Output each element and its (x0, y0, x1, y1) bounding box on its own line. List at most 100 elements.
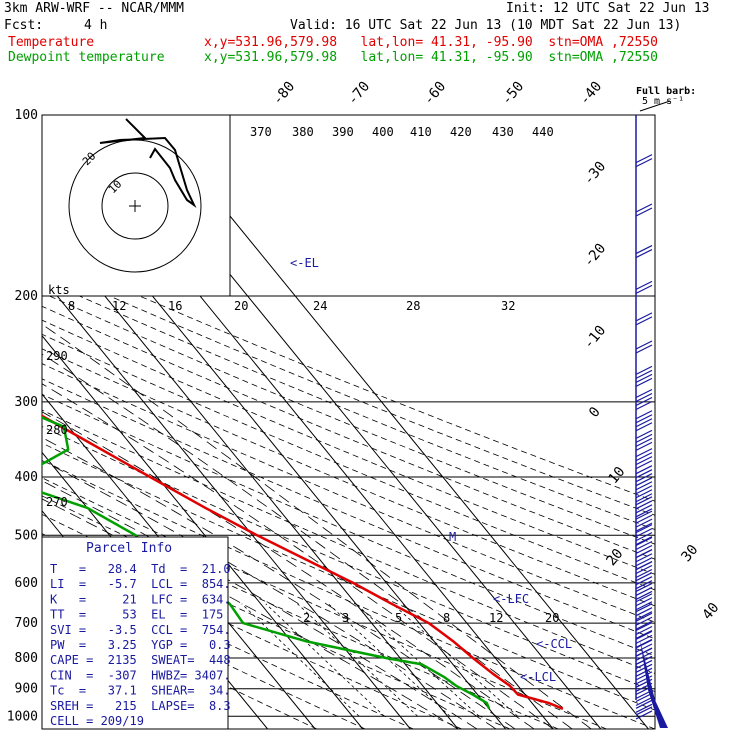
parcel-info-row: SVI = -3.5 CCL = 754. (50, 623, 231, 637)
mixing-ratio-line (265, 603, 385, 717)
parcel-info-row: CIN = -307 HWBZ= 3407. (50, 668, 231, 682)
model-title: 3km ARW-WRF -- NCAR/MMM (4, 1, 185, 16)
dry-adiabat-line (42, 292, 655, 545)
dry-adiabat-line (42, 265, 655, 516)
wind-barb (635, 586, 653, 596)
level-annotation: <-LFC (493, 592, 529, 606)
isotherm-line (42, 393, 316, 729)
parcel-info-panel (41, 536, 229, 730)
parcel-info-row: T = 28.4 Td = 21.0 (50, 562, 231, 576)
wind-barb (635, 493, 653, 503)
isotherm-label: -40 (577, 79, 606, 109)
wind-barb (635, 203, 653, 213)
mixing-ratio-label: 5 (395, 611, 402, 625)
moist-adiabat-line (42, 480, 478, 729)
pressure-tick-label: 1000 (7, 709, 38, 724)
wind-barb (635, 508, 653, 518)
parcel-info-row: TT = 53 EL = 175 (50, 608, 223, 622)
wind-barb (635, 473, 653, 483)
dewpoint-legend: Dewpoint temperature (8, 50, 165, 65)
wind-barb (635, 616, 653, 626)
hodograph-axis-tick: 24 (313, 299, 327, 313)
wind-barb (635, 630, 653, 640)
moist-adiabat-line (42, 459, 497, 729)
wind-barb (635, 540, 653, 551)
level-annotation: M (449, 530, 456, 544)
moist-adiabat-line (42, 353, 573, 729)
wind-barb (635, 696, 653, 707)
wind-legend-title: Full barb: (636, 86, 696, 97)
mixing-ratio-label: 12 (489, 611, 503, 625)
hodograph-axis-tick: 28 (406, 299, 420, 313)
wind-barb (635, 553, 653, 563)
dry-adiabat-line (42, 442, 655, 711)
wind-barb (635, 603, 653, 613)
theta-label: 370 (250, 125, 272, 139)
hodograph-trace (99, 118, 197, 209)
wind-barb (635, 429, 653, 439)
isotherm-label: 20 (603, 546, 626, 569)
moist-adiabat-line (42, 411, 535, 729)
mixing-ratio-line (241, 603, 360, 717)
forecast-label: Fcst: (4, 18, 44, 33)
forecast-hour: 4 h (84, 18, 108, 33)
pressure-tick-label: 300 (15, 395, 38, 410)
wind-barb (635, 433, 653, 443)
wind-barb (635, 564, 653, 575)
wind-barb (635, 158, 653, 168)
isotherm-label: 10 (605, 464, 628, 487)
wind-barb (635, 643, 653, 653)
dewpoint-location: x,y=531.96,579.98 lat,lon= 41.31, -95.90… (204, 50, 658, 65)
wind-barb (635, 597, 653, 607)
isotherm-label: -10 (581, 323, 610, 353)
theta-label: 400 (372, 125, 394, 139)
wind-barb (635, 580, 653, 590)
mixing-ratio-label: 3 (342, 611, 349, 625)
wind-barb (635, 365, 653, 375)
dry-adiabat-line (42, 477, 607, 729)
wind-barb (635, 590, 653, 600)
wind-barb (635, 568, 653, 579)
wind-barb (635, 373, 653, 383)
wind-barb (635, 316, 653, 326)
isotherm-label: 40 (699, 600, 722, 623)
wind-barb (635, 663, 653, 673)
wind-barb (635, 465, 653, 475)
moist-adiabat-line (42, 437, 516, 729)
valid-time: Valid: 16 UTC Sat 22 Jun 13 (10 MDT Sat … (290, 18, 682, 33)
wind-barb (635, 154, 653, 164)
dry-adiabat-line (42, 533, 462, 729)
isotherm-label: -30 (581, 159, 610, 189)
moist-adiabat-line (42, 383, 554, 729)
wind-barb (635, 675, 653, 685)
wind-barb (635, 504, 653, 514)
dewpoint-profile (42, 416, 491, 710)
hodograph-axis-tick: 32 (501, 299, 515, 313)
mixing-ratio-line (355, 603, 480, 717)
pressure-tick-label: 900 (15, 682, 38, 697)
isotherm-line (42, 218, 459, 729)
wind-barb (635, 396, 653, 407)
hodograph-ring (101, 172, 169, 240)
wind-barb (635, 593, 653, 603)
wind-barb (635, 582, 653, 592)
level-annotation: <-EL (290, 256, 319, 270)
wind-barb (635, 639, 653, 649)
wind-barb (635, 249, 653, 259)
wind-barb (635, 572, 653, 582)
parcel-info-row: CAPE = 2135 SWEAT= 448 (50, 653, 231, 667)
wind-barb (635, 560, 653, 571)
wind-barb (635, 377, 653, 387)
dry-adiabat-line (42, 278, 655, 531)
isotherm-line (147, 115, 649, 729)
mixing-ratio-label: 2 (303, 611, 310, 625)
wind-barb (635, 706, 653, 716)
wind-barb (635, 536, 653, 547)
pressure-tick-label: 100 (15, 108, 38, 123)
wind-barb (635, 667, 653, 677)
wind-legend-units: 5 m s⁻¹ (642, 96, 684, 107)
wind-barb (635, 532, 653, 542)
isotherm-line (42, 276, 411, 729)
